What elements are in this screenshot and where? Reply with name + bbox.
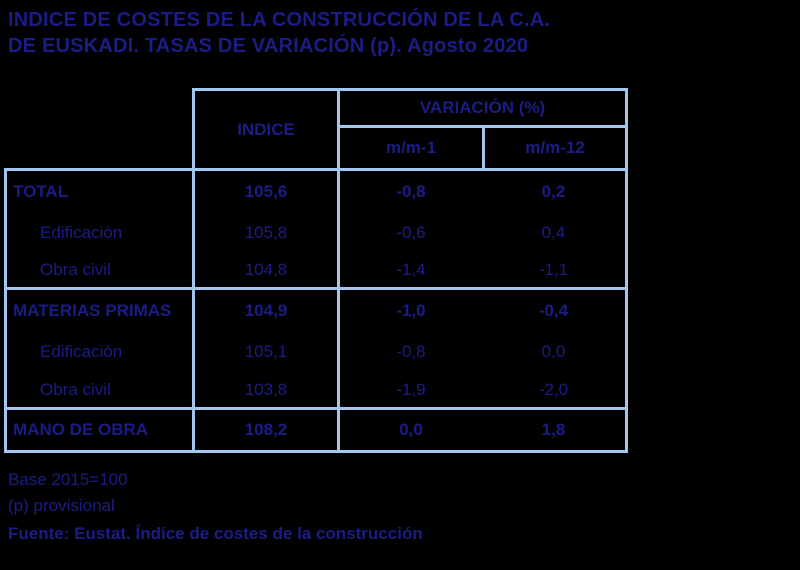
page-title: INDICE DE COSTES DE LA CONSTRUCCIÓN DE L… [8, 7, 550, 59]
mm12-value-materias-primas: -0,4 [482, 287, 628, 332]
footnote-base: Base 2015=100 [8, 470, 128, 489]
mm1-value-materias-primas: -1,0 [337, 287, 482, 332]
row-label-materias-obra-civil: Obra civil [4, 372, 192, 407]
mm12-value-total-edificacion: 0,4 [482, 213, 628, 253]
indice-value-materias-primas: 104,9 [192, 287, 337, 332]
page-title-line2: DE EUSKADI. TASAS DE VARIACIÓN (p). Agos… [8, 35, 529, 57]
mm1-value-materias-obra-civil: -1,9 [337, 372, 482, 407]
page-title-line1: INDICE DE COSTES DE LA CONSTRUCCIÓN DE L… [8, 9, 551, 31]
mm12-value-materias-edificacion: 0,0 [482, 332, 628, 372]
mm1-value-mano-de-obra: 0,0 [337, 407, 482, 453]
indice-value-mano-de-obra: 108,2 [192, 407, 337, 453]
mm1-value-total-edificacion: -0,6 [337, 213, 482, 253]
col-header-indice: INDICE [192, 88, 337, 168]
mm1-value-materias-edificacion: -0,8 [337, 332, 482, 372]
mm12-value-total: 0,2 [482, 168, 628, 213]
row-label-total-obra-civil: Obra civil [4, 253, 192, 287]
row-label-total: TOTAL [4, 168, 192, 213]
row-label-mano-de-obra: MANO DE OBRA [4, 407, 192, 453]
mm12-value-mano-de-obra: 1,8 [482, 407, 628, 453]
indice-value-total-obra-civil: 104,8 [192, 253, 337, 287]
footnotes: Base 2015=100 (p) provisional [8, 467, 128, 519]
indice-value-materias-edificacion: 105,1 [192, 332, 337, 372]
col-header-mm12: m/m-12 [482, 125, 628, 168]
indice-value-total-edificacion: 105,8 [192, 213, 337, 253]
indice-value-materias-obra-civil: 103,8 [192, 372, 337, 407]
col-header-variacion: VARIACIÓN (%) [337, 88, 628, 125]
mm1-value-total: -0,8 [337, 168, 482, 213]
mm12-value-materias-obra-civil: -2,0 [482, 372, 628, 407]
mm12-value-total-obra-civil: -1,1 [482, 253, 628, 287]
row-label-materias-primas: MATERIAS PRIMAS [4, 287, 192, 332]
source-line: Fuente: Eustat. Índice de costes de la c… [8, 524, 423, 543]
row-label-materias-edificacion: Edificación [4, 332, 192, 372]
footnote-provisional: (p) provisional [8, 496, 115, 515]
mm1-value-total-obra-civil: -1,4 [337, 253, 482, 287]
col-header-mm1: m/m-1 [337, 125, 482, 168]
cost-index-table: INDICE VARIACIÓN (%) m/m-1 m/m-12 TOTAL … [4, 88, 628, 453]
indice-value-total: 105,6 [192, 168, 337, 213]
row-label-total-edificacion: Edificación [4, 213, 192, 253]
